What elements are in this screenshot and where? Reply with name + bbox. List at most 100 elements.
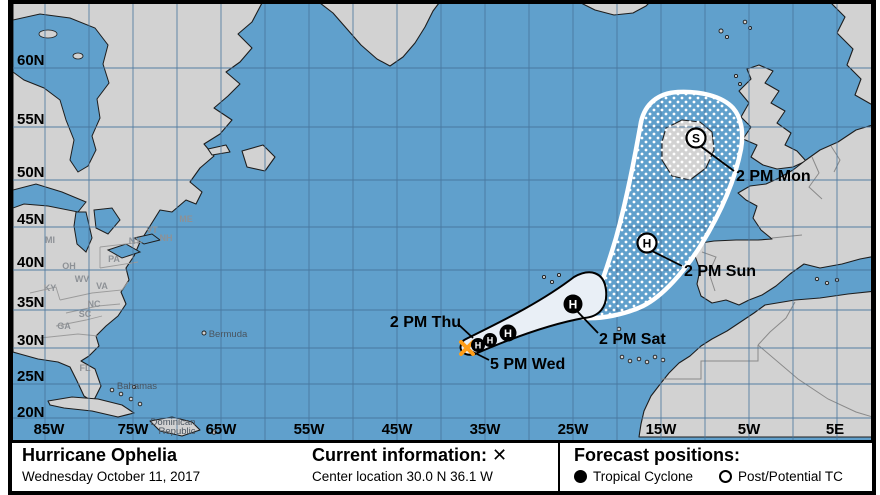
current-position-marker xyxy=(459,340,475,356)
lat-label-25n: 25N xyxy=(17,368,45,385)
state-label-sc: SC xyxy=(79,309,92,319)
state-label-nc: NC xyxy=(88,299,101,309)
graticule xyxy=(13,4,871,440)
land-cuba xyxy=(47,396,135,418)
lat-label-60n: 60N xyxy=(17,52,45,69)
forecast-positions-label: Forecast positions: xyxy=(574,445,741,465)
shetland xyxy=(742,19,748,25)
state-labels: ME NY VT NH PA OH MI WV VA KY NC SC GA F… xyxy=(44,214,193,373)
current-position-x-icon: ✕ xyxy=(492,445,508,465)
lon-label-55w: 55W xyxy=(294,421,326,438)
land-hispaniola xyxy=(149,416,201,437)
bahamas-label: Bahamas xyxy=(117,381,157,392)
state-label-vt: VT xyxy=(146,225,158,235)
bermuda-label: Bermuda xyxy=(209,329,248,340)
land-iceland xyxy=(581,4,649,16)
canary-islands xyxy=(619,354,625,360)
marker-letter: S xyxy=(692,132,700,146)
balearics xyxy=(814,276,820,282)
marker-sun-open xyxy=(636,232,658,254)
lon-label-5e: 5E xyxy=(826,421,844,438)
marker-letter: H xyxy=(475,341,482,351)
marker-thu-pm xyxy=(483,333,497,347)
state-label-nh: NH xyxy=(160,233,173,243)
land-norway xyxy=(831,4,871,105)
latitude-labels: 60N 55N 50N 45N 40N 35N 30N 25N 20N xyxy=(17,52,45,421)
state-borders xyxy=(29,241,143,339)
longitude-labels: 85W 75W 65W 55W 45W 35W 25W 15W 5W 5E xyxy=(34,421,845,438)
small-islands xyxy=(109,19,840,435)
storm-name: Hurricane Ophelia xyxy=(22,445,178,465)
state-label-ga: GA xyxy=(57,321,71,331)
tropical-cyclone-dot-icon xyxy=(574,470,587,483)
state-label-fl: FL xyxy=(80,363,91,373)
lat-label-40n: 40N xyxy=(17,254,45,271)
marker-letter: H xyxy=(504,328,512,340)
dominican-republic-label: Republic xyxy=(159,426,196,437)
lon-label-25w: 25W xyxy=(558,421,590,438)
hebrides xyxy=(733,73,739,79)
lat-label-50n: 50N xyxy=(17,164,45,181)
tropical-cyclone-label: Tropical Cyclone xyxy=(593,469,694,484)
label-2pm-thu: 2 PM Thu xyxy=(390,314,461,331)
lat-label-20n: 20N xyxy=(17,404,45,421)
marker-letter: H xyxy=(487,336,494,346)
lake-michigan xyxy=(73,211,93,253)
marker-thu-am xyxy=(471,338,485,352)
state-label-oh: OH xyxy=(62,261,76,271)
marker-fri xyxy=(499,324,517,342)
lat-label-55n: 55N xyxy=(17,111,45,128)
lon-label-5w: 5W xyxy=(738,421,761,438)
land-africa xyxy=(638,290,871,438)
info-bar: Hurricane Ophelia Wednesday October 11, … xyxy=(8,440,876,495)
center-location: Center location 30.0 N 36.1 W xyxy=(312,469,493,484)
forecast-legend: Tropical Cyclone Post/Potential TC xyxy=(574,469,843,484)
advisory-date: Wednesday October 11, 2017 xyxy=(22,469,201,484)
lon-label-65w: 65W xyxy=(206,421,238,438)
state-label-ky: KY xyxy=(44,283,57,293)
land-greenland xyxy=(320,4,439,67)
hudson-bay-islands xyxy=(38,29,84,60)
marker-letter: H xyxy=(643,237,652,251)
map-frame xyxy=(8,0,876,440)
land-masses xyxy=(13,4,871,438)
lon-label-35w: 35W xyxy=(470,421,502,438)
label-2pm-sat: 2 PM Sat xyxy=(599,331,666,348)
country-borders xyxy=(661,145,871,418)
post-potential-label: Post/Potential TC xyxy=(738,469,843,484)
azores xyxy=(541,274,547,280)
marker-sat xyxy=(563,294,583,314)
state-label-ny: NY xyxy=(129,236,142,246)
post-potential-ring-icon xyxy=(719,470,733,483)
state-label-me: ME xyxy=(179,214,193,224)
current-information-text: Current information: xyxy=(312,445,487,465)
place-labels: Bermuda Bahamas Dominican Republic xyxy=(117,329,248,437)
marker-mon-open xyxy=(685,127,707,149)
lon-label-45w: 45W xyxy=(382,421,414,438)
lat-label-30n: 30N xyxy=(17,332,45,349)
lon-label-85w: 85W xyxy=(34,421,66,438)
bermuda-island xyxy=(201,330,207,336)
puerto-rico xyxy=(211,429,217,435)
info-bar-divider xyxy=(558,443,560,491)
label-2pm-sun: 2 PM Sun xyxy=(684,263,756,280)
dominican-republic-label: Dominican xyxy=(151,417,196,428)
state-label-mi: MI xyxy=(45,235,55,245)
lon-label-75w: 75W xyxy=(118,421,150,438)
hudson-bay xyxy=(13,13,110,173)
state-label-wv: WV xyxy=(75,274,90,284)
lat-label-45n: 45N xyxy=(17,211,45,228)
atlantic-forecast-map: H H H H H S 2 PM Thu 5 PM Wed 2 PM Sat 2… xyxy=(8,0,876,440)
current-information-label: Current information: ✕ xyxy=(312,445,507,466)
land-europe-mainland xyxy=(694,124,871,306)
lake-erie xyxy=(106,243,142,259)
lat-label-35n: 35N xyxy=(17,294,45,311)
state-label-va: VA xyxy=(96,281,108,291)
land-anticosti xyxy=(207,144,231,156)
inland-water xyxy=(13,13,162,259)
faroe-islands xyxy=(718,28,724,34)
forecast-markers: H H H H H S xyxy=(471,127,707,352)
label-pointer-lines xyxy=(458,144,735,361)
label-5pm-wed: 5 PM Wed xyxy=(490,356,565,373)
land-newfoundland xyxy=(241,144,276,172)
